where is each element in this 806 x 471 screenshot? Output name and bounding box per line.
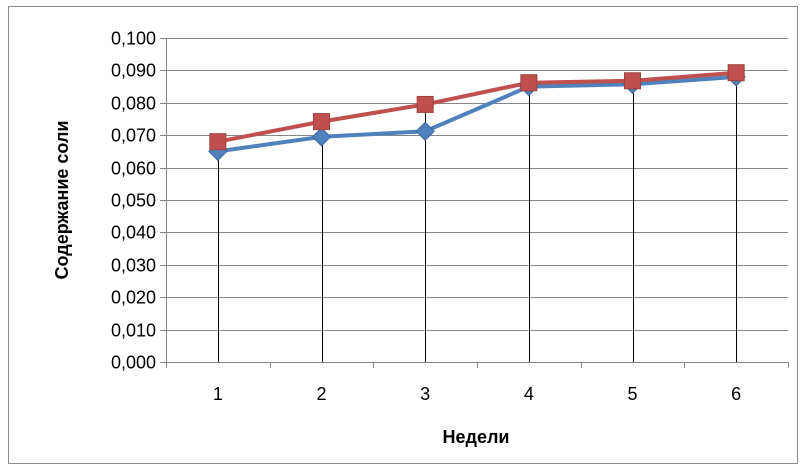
data-point-square [313, 113, 330, 131]
drop-lines [218, 72, 737, 362]
x-tick-label: 2 [316, 384, 326, 404]
y-tick-label: 0,010 [111, 321, 156, 341]
y-tick-label: 0,100 [111, 29, 156, 49]
data-point-square [727, 64, 745, 82]
y-tick-label: 0,090 [111, 61, 156, 81]
gridlines [160, 38, 788, 363]
y-tick-label: 0,050 [111, 191, 156, 211]
y-tick-label: 0,080 [111, 94, 156, 114]
y-tick-label: 0,070 [111, 126, 156, 146]
series-line [217, 74, 737, 154]
y-tick-label: 0,060 [111, 159, 156, 179]
series [208, 64, 746, 162]
axes [166, 38, 789, 368]
x-tick-label: 5 [627, 384, 637, 404]
series-2 [209, 64, 745, 151]
y-tick-label: 0,030 [111, 256, 156, 276]
data-point-diamond [415, 121, 435, 142]
x-tick-label: 4 [524, 384, 534, 404]
y-tick-label: 0,020 [111, 288, 156, 308]
data-point-square [624, 72, 641, 90]
x-tick-label: 1 [213, 384, 223, 404]
series-1 [208, 67, 746, 162]
data-point-square [520, 74, 538, 92]
x-tick-label: 6 [731, 384, 741, 404]
x-axis-title: Недели [443, 427, 510, 447]
y-axis-title: Содержание соли [52, 121, 72, 280]
data-point-diamond [311, 127, 332, 147]
y-tick-label: 0,000 [111, 353, 156, 373]
data-point-square [209, 133, 227, 151]
data-point-square [416, 95, 434, 113]
y-tick-label: 0,040 [111, 223, 156, 243]
series-line [217, 70, 737, 144]
x-tick-label: 3 [420, 384, 430, 404]
tick-labels: 0,000 0,010 0,020 0,030 0,040 0,050 0,060 0,070… [111, 29, 741, 405]
